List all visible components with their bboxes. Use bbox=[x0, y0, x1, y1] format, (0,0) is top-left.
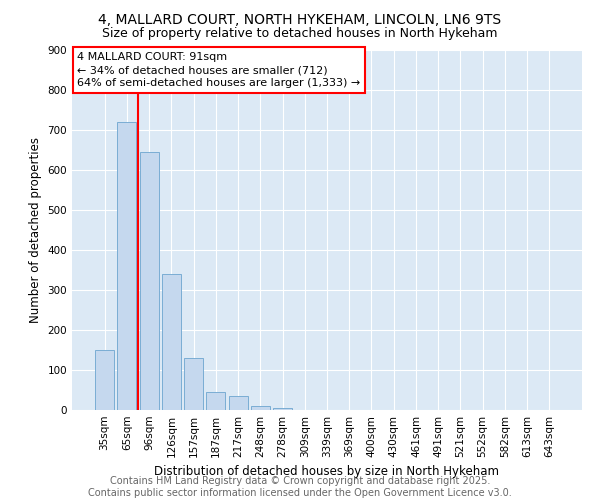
Bar bbox=[251, 406, 270, 410]
Bar bbox=[184, 358, 203, 410]
Text: 4, MALLARD COURT, NORTH HYKEHAM, LINCOLN, LN6 9TS: 4, MALLARD COURT, NORTH HYKEHAM, LINCOLN… bbox=[98, 12, 502, 26]
Bar bbox=[162, 274, 181, 410]
Bar bbox=[95, 350, 114, 410]
Y-axis label: Number of detached properties: Number of detached properties bbox=[29, 137, 42, 323]
Bar bbox=[140, 152, 158, 410]
Bar bbox=[118, 122, 136, 410]
X-axis label: Distribution of detached houses by size in North Hykeham: Distribution of detached houses by size … bbox=[155, 466, 499, 478]
Bar bbox=[206, 392, 225, 410]
Bar bbox=[229, 396, 248, 410]
Bar bbox=[273, 408, 292, 410]
Text: Size of property relative to detached houses in North Hykeham: Size of property relative to detached ho… bbox=[102, 28, 498, 40]
Text: 4 MALLARD COURT: 91sqm
← 34% of detached houses are smaller (712)
64% of semi-de: 4 MALLARD COURT: 91sqm ← 34% of detached… bbox=[77, 52, 361, 88]
Text: Contains HM Land Registry data © Crown copyright and database right 2025.
Contai: Contains HM Land Registry data © Crown c… bbox=[88, 476, 512, 498]
